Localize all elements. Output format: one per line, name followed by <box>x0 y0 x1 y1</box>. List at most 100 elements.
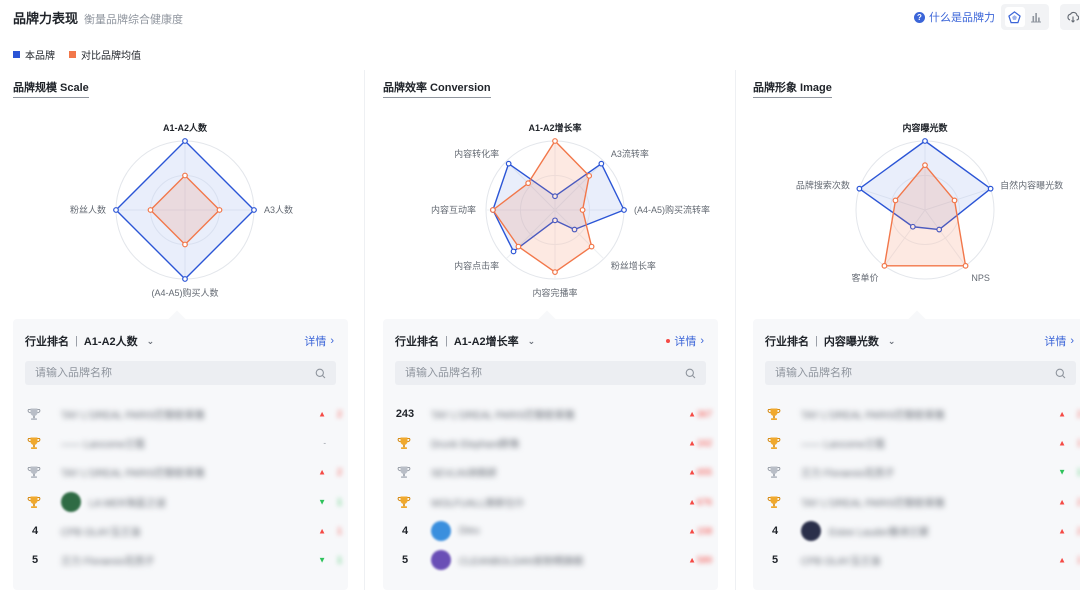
legend-item-compare[interactable]: 对比品牌均值 <box>69 47 141 62</box>
compare-series-point[interactable] <box>586 172 593 179</box>
brand-series-point[interactable] <box>987 185 994 192</box>
compare-series-point[interactable] <box>951 197 958 204</box>
rank-metric-selector[interactable]: 行业排名 | A1-A2人数 ⌄ <box>25 333 154 349</box>
trend-flat-icon: - <box>323 438 326 448</box>
brand-series-point[interactable] <box>922 138 928 144</box>
search-icon[interactable] <box>1055 368 1066 379</box>
rank-row[interactable]: TAY L'OREAL PARIS巴黎欧莱雅 ▲ 2 <box>753 399 1080 428</box>
detail-link[interactable]: 详情 › <box>1044 333 1074 349</box>
compare-series-point[interactable] <box>881 262 888 269</box>
rank-row[interactable]: 兰力 Floraesis花西子 ▼ 1 <box>753 458 1080 487</box>
brand-series-point[interactable] <box>598 160 605 167</box>
rank-change: 2 <box>1076 408 1080 419</box>
radar-chart-icon <box>1008 10 1021 23</box>
radar-spoke <box>554 160 605 211</box>
compare-series-point[interactable] <box>579 207 586 213</box>
rank-row[interactable]: 4 Estee Lauder雅诗兰黛 ▲ 2 <box>753 516 1080 545</box>
radar-axis-label[interactable]: 粉丝增长率 <box>611 260 656 271</box>
chevron-right-icon: › <box>700 335 704 347</box>
brand-series-point[interactable] <box>251 207 257 213</box>
rank-row[interactable]: 4 CPB OLAY玉兰油 ▲ 1 <box>13 516 348 545</box>
radar-axis-label[interactable]: (A4-A5)购买人数 <box>151 287 218 298</box>
rank-change: 1 <box>336 496 342 507</box>
brand-series-point[interactable] <box>182 276 188 282</box>
rank-row[interactable]: TAY L'OREAL PARIS巴黎欧莱雅 ▲ 2 <box>13 399 348 428</box>
search-icon[interactable] <box>315 368 326 379</box>
radar-axis-label[interactable]: 内容点击率 <box>454 260 499 271</box>
rank-row[interactable]: WOLFUALL焕新仕仆 ▲ 676 <box>383 487 718 516</box>
brand-series-point[interactable] <box>552 217 558 224</box>
brand-series-point[interactable] <box>552 193 558 200</box>
rank-change: 158 <box>696 525 712 536</box>
compare-series-point[interactable] <box>922 162 928 169</box>
radar-axis-label[interactable]: (A4-A5)购买流转率 <box>634 204 710 215</box>
brand-name: 兰力 Floraesis花西子 <box>801 468 895 480</box>
search-icon[interactable] <box>685 368 696 379</box>
rank-row[interactable]: 4 Dieu ▲ 158 <box>383 516 718 545</box>
radar-axis-label[interactable]: 粉丝人数 <box>70 204 106 215</box>
legend-item-brand[interactable]: 本品牌 <box>13 47 55 62</box>
detail-link[interactable]: 详情 › <box>304 333 334 349</box>
rank-row[interactable]: 5 CLEANBOLDAN安耐晒旗舰 ▲ 589 <box>383 545 718 574</box>
detail-link[interactable]: 详情 › <box>666 333 704 349</box>
radar-axis-label[interactable]: 内容曝光数 <box>902 122 948 133</box>
trend-down-icon: ▼ <box>318 555 326 565</box>
compare-series-point[interactable] <box>182 172 188 179</box>
compare-series-point[interactable] <box>552 138 558 144</box>
rank-number: 5 <box>401 554 409 567</box>
radar-axis-label[interactable]: 内容互动率 <box>431 204 476 215</box>
brand-series-point[interactable] <box>936 226 943 233</box>
radar-view-button[interactable] <box>1004 7 1025 27</box>
compare-series-point[interactable] <box>552 269 558 276</box>
brand-series-point[interactable] <box>621 207 627 213</box>
rank-row[interactable]: —— Lancome兰蔻 ▲ 1 <box>753 428 1080 457</box>
brand-search-input[interactable] <box>405 367 665 379</box>
bar-view-button[interactable] <box>1026 7 1046 27</box>
radar-axis-label[interactable]: A1-A2人数 <box>163 122 208 133</box>
compare-series-point[interactable] <box>588 243 595 250</box>
compare-series-point[interactable] <box>892 197 899 204</box>
compare-series-point[interactable] <box>182 241 188 248</box>
brand-series-point[interactable] <box>856 185 863 192</box>
brand-series-point[interactable] <box>113 207 119 213</box>
brand-series-point[interactable] <box>571 226 578 233</box>
compare-series-point[interactable] <box>489 207 496 213</box>
compare-series-point[interactable] <box>147 207 154 213</box>
compare-series-point[interactable] <box>525 180 532 187</box>
brand-series-point[interactable] <box>510 248 517 255</box>
rank-metric-selector[interactable]: 行业排名 | A1-A2增长率 ⌄ <box>395 333 535 349</box>
help-link[interactable]: ? 什么是品牌力 <box>914 9 995 25</box>
rank-row[interactable]: 5 兰力 Floraesis花西子 ▼ 1 <box>13 545 348 574</box>
rank-row[interactable]: SEVLIN诗佩妍 ▲ 655 <box>383 458 718 487</box>
compare-series-point[interactable] <box>515 243 522 250</box>
rank-number: 243 <box>395 407 415 420</box>
radar-axis-label[interactable]: 内容完播率 <box>532 287 577 298</box>
rank-row[interactable]: Drunk Elephant醉象 ▲ 162 <box>383 428 718 457</box>
radar-axis-label[interactable]: A3人数 <box>264 204 293 215</box>
radar-axis-label[interactable]: A3流转率 <box>611 148 649 159</box>
radar-axis-label[interactable]: 客单价 <box>852 272 879 283</box>
radar-axis-label[interactable]: NPS <box>971 273 990 283</box>
rank-row[interactable]: TAY L'OREAL PARIS巴黎欧莱雅 ▲ 2 <box>753 487 1080 516</box>
rank-metric-selector[interactable]: 行业排名 | 内容曝光数 ⌄ <box>765 333 895 349</box>
rank-row[interactable]: LA MER海蓝之谜 ▼ 1 <box>13 487 348 516</box>
brand-search-input[interactable] <box>35 367 295 379</box>
rank-row[interactable]: 243 TAY L'OREAL PARIS巴黎欧莱雅 ▲ 367 <box>383 399 718 428</box>
brand-search-input[interactable] <box>775 367 1035 379</box>
radar-axis-label[interactable]: 自然内容曝光数 <box>1000 180 1063 191</box>
rank-row[interactable]: 5 CPB OLAY玉兰油 ▲ 1 <box>753 545 1080 574</box>
brand-name: Drunk Elephant醉象 <box>431 439 520 451</box>
compare-series-point[interactable] <box>962 262 969 269</box>
radar-axis-label[interactable]: A1-A2增长率 <box>528 122 581 133</box>
compare-series-point[interactable] <box>216 207 223 213</box>
radar-axis-label[interactable]: 品牌搜索次数 <box>796 180 850 191</box>
brand-name: —— Lancome兰蔻 <box>801 439 885 451</box>
brand-series-point[interactable] <box>909 223 916 230</box>
rank-row[interactable]: TAY L'OREAL PARIS巴黎欧莱雅 ▲ 2 <box>13 458 348 487</box>
chevron-down-icon: ⌄ <box>146 335 155 346</box>
rank-row[interactable]: —— Lancome兰蔻 - <box>13 428 348 457</box>
download-button[interactable] <box>1060 4 1080 30</box>
radar-axis-label[interactable]: 内容转化率 <box>454 148 499 159</box>
brand-series-point[interactable] <box>182 138 188 144</box>
brand-series-point[interactable] <box>505 160 512 167</box>
